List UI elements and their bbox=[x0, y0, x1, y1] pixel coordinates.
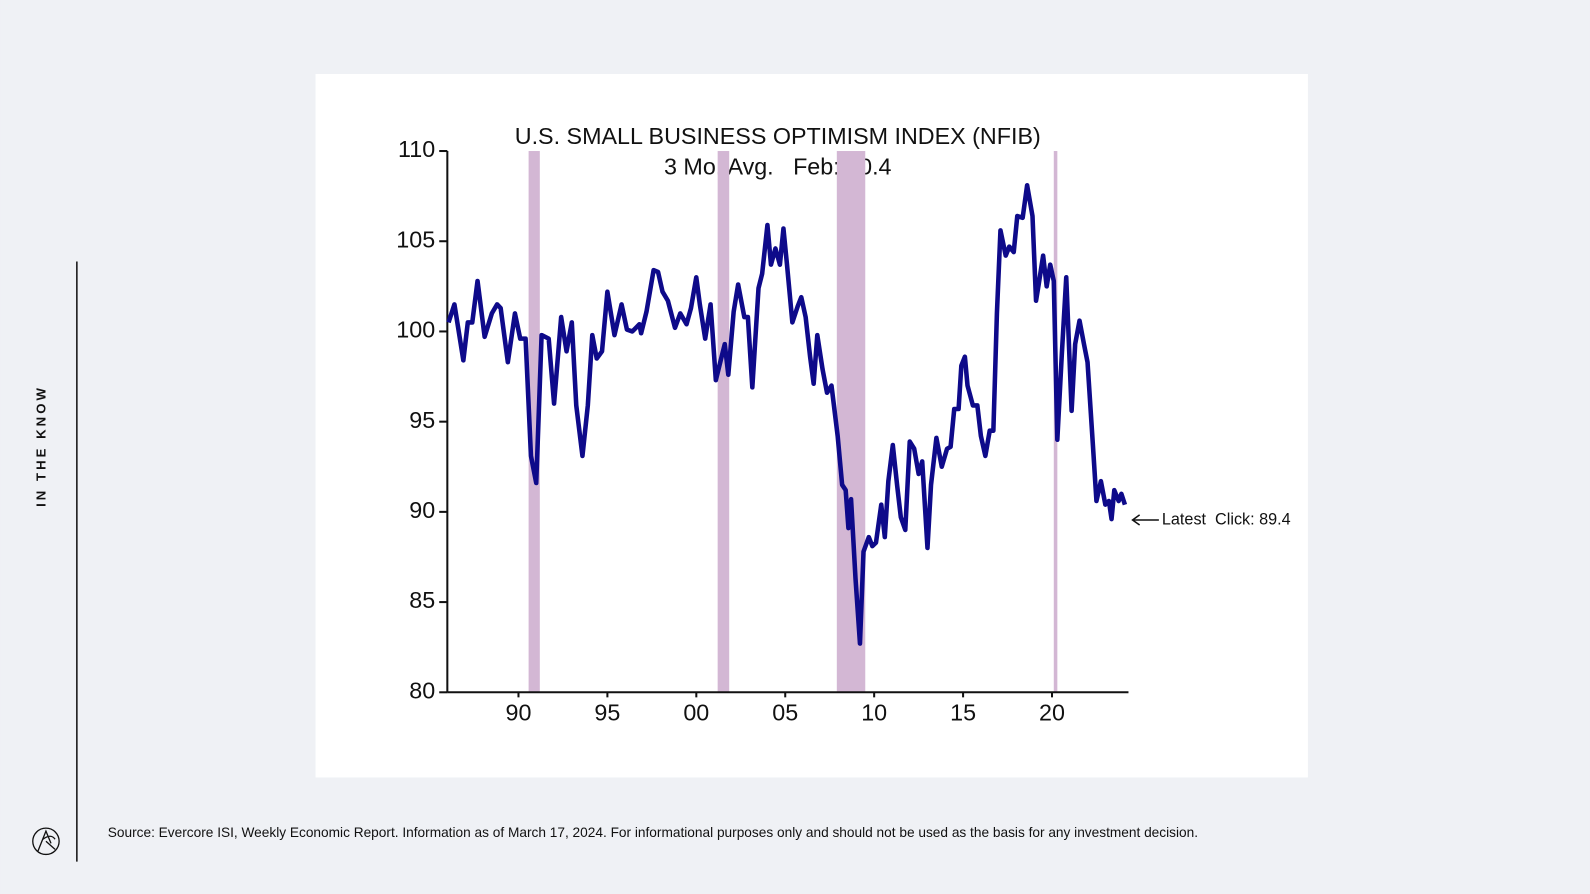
chart-title: U.S. SMALL BUSINESS OPTIMISM INDEX (NFIB… bbox=[515, 123, 1041, 149]
x-tick-label: 20 bbox=[1039, 700, 1065, 726]
side-label: IN THE KNOW bbox=[33, 385, 48, 507]
x-tick-label: 90 bbox=[506, 700, 532, 726]
y-tick-label: 110 bbox=[398, 136, 435, 162]
y-tick-label: 90 bbox=[409, 497, 435, 523]
x-tick-label: 95 bbox=[594, 700, 620, 726]
y-tick-label: 95 bbox=[409, 407, 435, 433]
recession-band bbox=[528, 151, 540, 693]
y-tick-label: 85 bbox=[409, 587, 435, 613]
y-tick-label: 80 bbox=[409, 677, 435, 703]
x-tick-label: 15 bbox=[950, 700, 976, 726]
y-tick-label: 100 bbox=[396, 317, 435, 343]
annotation-arrow-head bbox=[1131, 514, 1141, 526]
source-note: Source: Evercore ISI, Weekly Economic Re… bbox=[108, 825, 1198, 840]
y-tick-label: 105 bbox=[396, 226, 435, 252]
x-tick-label: 05 bbox=[772, 700, 798, 726]
recession-band bbox=[717, 151, 730, 693]
chart-panel bbox=[315, 73, 1308, 778]
x-tick-label: 00 bbox=[683, 700, 709, 726]
x-tick-label: 10 bbox=[861, 700, 887, 726]
logo bbox=[32, 827, 60, 856]
series-line bbox=[446, 183, 1128, 646]
annotation: Latest Click: 89.4 bbox=[1162, 510, 1291, 528]
